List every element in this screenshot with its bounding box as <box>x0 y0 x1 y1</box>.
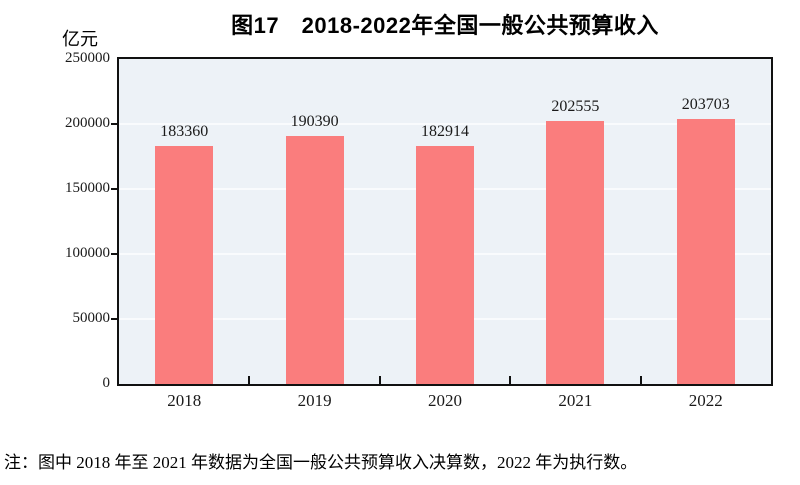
y-axis-tick <box>111 123 117 125</box>
x-axis-category-label: 2019 <box>297 391 332 410</box>
bar-2021 <box>546 120 605 384</box>
bar-value-label: 190390 <box>290 113 339 131</box>
y-axis-tick <box>111 253 117 255</box>
footnote: 注：图中 2018 年至 2021 年数据为全国一般公共预算收入决算数，2022… <box>4 453 638 472</box>
bar-2020 <box>416 146 474 384</box>
y-axis-tick-label: 50000 <box>72 310 111 326</box>
bar-2018 <box>155 145 214 384</box>
gridline <box>119 123 771 125</box>
bar-value-label: 182914 <box>421 123 469 141</box>
x-axis-category-label: 2022 <box>688 391 723 410</box>
plot-area <box>117 57 773 386</box>
x-axis-category-label: 2018 <box>167 391 202 410</box>
bar-value-label: 203703 <box>681 96 730 114</box>
y-axis-unit-label: 亿元 <box>62 29 98 49</box>
x-axis-tick <box>378 376 381 384</box>
y-axis-tick-label: 150000 <box>65 180 110 196</box>
x-axis-category-label: 2021 <box>558 391 593 410</box>
y-axis-tick <box>111 188 117 190</box>
x-axis-tick <box>639 376 642 384</box>
y-axis-tick-label: 200000 <box>65 115 110 131</box>
x-axis-tick <box>248 376 251 384</box>
x-axis-category-label: 2020 <box>427 391 462 410</box>
chart-title: 图17 2018-2022年全国一般公共预算收入 <box>231 13 659 38</box>
x-axis-tick <box>509 376 512 384</box>
y-axis-tick-label: 250000 <box>65 50 110 66</box>
bar-value-label: 183360 <box>160 122 209 140</box>
bar-value-label: 202555 <box>551 97 600 115</box>
y-axis-tick-label: 100000 <box>65 245 110 261</box>
y-axis-tick-label: 0 <box>102 375 111 391</box>
bar-2022 <box>676 119 735 384</box>
bar-2019 <box>285 136 344 384</box>
y-axis-tick <box>111 318 117 320</box>
